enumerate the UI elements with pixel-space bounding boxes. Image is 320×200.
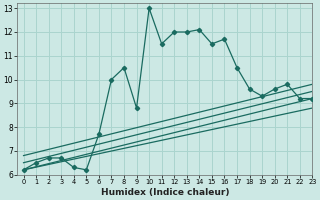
X-axis label: Humidex (Indice chaleur): Humidex (Indice chaleur) — [100, 188, 229, 197]
